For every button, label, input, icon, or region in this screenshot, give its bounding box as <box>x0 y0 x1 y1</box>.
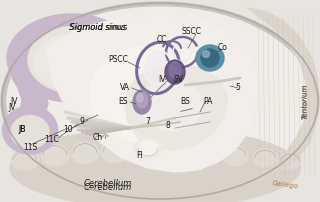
Text: 11C: 11C <box>44 136 60 144</box>
Ellipse shape <box>222 146 248 166</box>
Text: IV: IV <box>158 76 166 84</box>
Ellipse shape <box>10 128 300 202</box>
Text: JV: JV <box>8 103 16 113</box>
Text: VA: VA <box>120 83 130 93</box>
Text: ES: ES <box>118 98 128 106</box>
Ellipse shape <box>133 90 151 114</box>
Ellipse shape <box>161 142 189 164</box>
Polygon shape <box>125 65 228 150</box>
Text: JB: JB <box>18 125 26 135</box>
Text: SSCC: SSCC <box>182 27 202 37</box>
Ellipse shape <box>101 141 129 163</box>
Ellipse shape <box>138 140 158 156</box>
Text: 10: 10 <box>63 125 73 135</box>
Ellipse shape <box>142 79 202 131</box>
Text: PA: PA <box>203 98 213 106</box>
Ellipse shape <box>7 7 313 195</box>
Text: 5: 5 <box>236 83 240 93</box>
Ellipse shape <box>137 94 143 102</box>
Text: 11S: 11S <box>23 143 37 153</box>
Text: CC: CC <box>157 36 167 44</box>
Polygon shape <box>248 8 318 182</box>
Ellipse shape <box>196 45 224 71</box>
Text: SV: SV <box>173 76 183 84</box>
Ellipse shape <box>203 50 210 58</box>
Text: Tentorium: Tentorium <box>303 83 309 119</box>
Text: 8: 8 <box>166 121 170 129</box>
Ellipse shape <box>137 92 148 108</box>
Ellipse shape <box>134 137 162 159</box>
Ellipse shape <box>71 142 99 164</box>
Text: Fl: Fl <box>137 150 143 160</box>
Ellipse shape <box>165 60 185 84</box>
Text: JB: JB <box>18 125 26 135</box>
Text: 9: 9 <box>80 118 84 126</box>
Ellipse shape <box>3 106 58 154</box>
Polygon shape <box>12 72 48 118</box>
Text: Sigmoid sinus: Sigmoid sinus <box>69 23 127 33</box>
Ellipse shape <box>11 150 39 170</box>
Ellipse shape <box>90 45 220 145</box>
Ellipse shape <box>192 144 218 164</box>
Ellipse shape <box>1 2 319 200</box>
Text: Gallego: Gallego <box>271 180 299 190</box>
Text: BS: BS <box>180 98 190 106</box>
Ellipse shape <box>11 116 49 148</box>
Polygon shape <box>48 15 258 172</box>
Ellipse shape <box>169 62 181 78</box>
Text: Cerebellum: Cerebellum <box>84 179 132 187</box>
Ellipse shape <box>41 144 69 166</box>
Text: Cerebellum: Cerebellum <box>84 183 132 193</box>
Text: Ch: Ch <box>93 134 103 142</box>
Ellipse shape <box>7 14 137 102</box>
Text: JV: JV <box>10 98 18 106</box>
Text: 7: 7 <box>146 118 150 126</box>
Ellipse shape <box>201 49 219 67</box>
Ellipse shape <box>131 142 159 164</box>
Ellipse shape <box>34 32 126 92</box>
Text: PSCC: PSCC <box>108 56 128 64</box>
Ellipse shape <box>28 26 128 94</box>
Ellipse shape <box>253 149 277 167</box>
Ellipse shape <box>279 153 301 169</box>
Text: Sigmoid sinus: Sigmoid sinus <box>70 23 126 33</box>
Ellipse shape <box>145 51 171 85</box>
Text: Co: Co <box>218 43 228 53</box>
Text: Tentorium: Tentorium <box>302 83 308 119</box>
